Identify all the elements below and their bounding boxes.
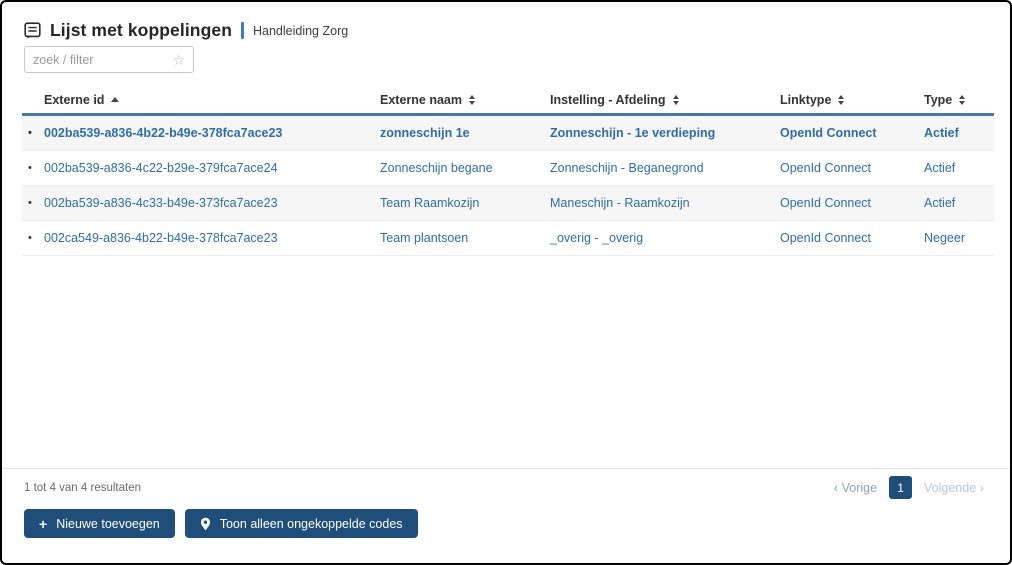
externe-id-text: 002ba539-a836-4c22-b29e-379fca7ace24 — [44, 161, 278, 175]
column-header-type[interactable]: Type — [924, 86, 994, 113]
cell-externe-id: • 002ba539-a836-4c33-b49e-373fca7ace23 — [22, 196, 380, 210]
cell-externe-naam: Team Raamkozijn — [380, 196, 480, 210]
results-count: 1 tot 4 van 4 resultaten — [24, 482, 141, 494]
koppelingen-table: Externe id Externe naam Instelling - Afdel… — [22, 86, 994, 256]
cell-linktype: OpenId Connect — [780, 161, 872, 175]
cell-type: Negeer — [924, 231, 965, 245]
cell-type: Actief — [924, 161, 956, 175]
row-bullet-icon: • — [28, 231, 32, 244]
chevron-left-icon: ‹ — [833, 480, 839, 495]
pagination-prev[interactable]: ‹ Vorige — [833, 480, 878, 495]
row-bullet-icon: • — [28, 196, 32, 209]
cell-externe-id: • 002ba539-a836-4c22-b29e-379fca7ace24 — [22, 161, 380, 175]
column-header-linktype[interactable]: Linktype — [780, 86, 924, 113]
column-label: Externe naam — [380, 92, 462, 107]
table-row[interactable]: • 002ca549-a836-4b22-b49e-378fca7ace23 Tea… — [22, 221, 994, 256]
sort-icon — [959, 94, 966, 105]
page-header: Lijst met koppelingen Handleiding Zorg — [24, 20, 348, 41]
sort-icon — [468, 94, 475, 105]
column-label: Instelling - Afdeling — [550, 92, 666, 107]
externe-id-text: 002ba539-a836-4c33-b49e-373fca7ace23 — [44, 196, 278, 210]
cell-instelling-afdeling: Zonneschijn - Beganegrond — [550, 161, 704, 175]
column-header-externe-id[interactable]: Externe id — [22, 86, 380, 113]
chevron-right-icon: › — [979, 480, 984, 495]
cell-instelling-afdeling: Maneschijn - Raamkozijn — [550, 196, 690, 210]
pagination-next[interactable]: Volgende › — [924, 480, 984, 495]
cell-linktype: OpenId Connect — [780, 196, 872, 210]
column-label: Linktype — [780, 92, 832, 107]
cell-type: Actief — [924, 126, 959, 140]
column-header-externe-naam[interactable]: Externe naam — [380, 86, 550, 113]
externe-id-text: 002ca549-a836-4b22-b49e-378fca7ace23 — [44, 231, 278, 245]
star-icon[interactable]: ☆ — [172, 51, 185, 68]
cell-instelling-afdeling: Zonneschijn - 1e verdieping — [550, 126, 716, 140]
page-title: Lijst met koppelingen — [50, 20, 232, 40]
title-separator — [240, 22, 244, 39]
row-bullet-icon: • — [28, 126, 32, 139]
nieuwe-toevoegen-button[interactable]: + Nieuwe toevoegen — [24, 509, 175, 538]
plus-icon: + — [39, 515, 48, 532]
cell-externe-naam: Zonneschijn begane — [380, 161, 493, 175]
column-label: Externe id — [44, 92, 105, 107]
column-label: Type — [924, 92, 953, 107]
column-header-instelling-afdeling[interactable]: Instelling - Afdeling — [550, 86, 780, 113]
cell-linktype: OpenId Connect — [780, 231, 872, 245]
sort-asc-icon — [111, 97, 120, 102]
cell-instelling-afdeling: _overig - _overig — [550, 231, 644, 245]
note-list-icon — [24, 22, 41, 39]
action-buttons: + Nieuwe toevoegen Toon alleen ongekoppe… — [24, 509, 418, 538]
search-filter-box: ☆ — [24, 46, 194, 73]
sort-icon — [672, 94, 679, 105]
table-row[interactable]: • 002ba539-a836-4c33-b49e-373fca7ace23 Tea… — [22, 186, 994, 221]
cell-type: Actief — [924, 196, 956, 210]
table-body: • 002ba539-a836-4b22-b49e-378fca7ace23 zon… — [22, 116, 994, 256]
table-row[interactable]: • 002ba539-a836-4b22-b49e-378fca7ace23 zon… — [22, 116, 994, 151]
cell-externe-naam: zonneschijn 1e — [380, 126, 470, 140]
pagination-page-1[interactable]: 1 — [889, 476, 913, 499]
footer-divider — [2, 468, 1010, 469]
table-row[interactable]: • 002ba539-a836-4c22-b29e-379fca7ace24 Zon… — [22, 151, 994, 186]
row-bullet-icon: • — [28, 161, 32, 174]
cell-linktype: OpenId Connect — [780, 126, 877, 140]
cell-externe-id: • 002ba539-a836-4b22-b49e-378fca7ace23 — [22, 126, 380, 140]
toon-ongekoppelde-codes-button[interactable]: Toon alleen ongekoppelde codes — [184, 509, 418, 538]
cell-externe-id: • 002ca549-a836-4b22-b49e-378fca7ace23 — [22, 231, 380, 245]
pagination: ‹ Vorige 1 Volgende › — [834, 476, 984, 499]
search-input[interactable] — [33, 52, 173, 67]
externe-id-text: 002ba539-a836-4b22-b49e-378fca7ace23 — [44, 126, 283, 140]
table-header-row: Externe id Externe naam Instelling - Afdel… — [22, 86, 994, 116]
map-pin-icon — [200, 517, 211, 531]
cell-externe-naam: Team plantsoen — [380, 231, 469, 245]
sort-icon — [838, 94, 845, 105]
handleiding-zorg-link[interactable]: Handleiding Zorg — [252, 23, 349, 38]
